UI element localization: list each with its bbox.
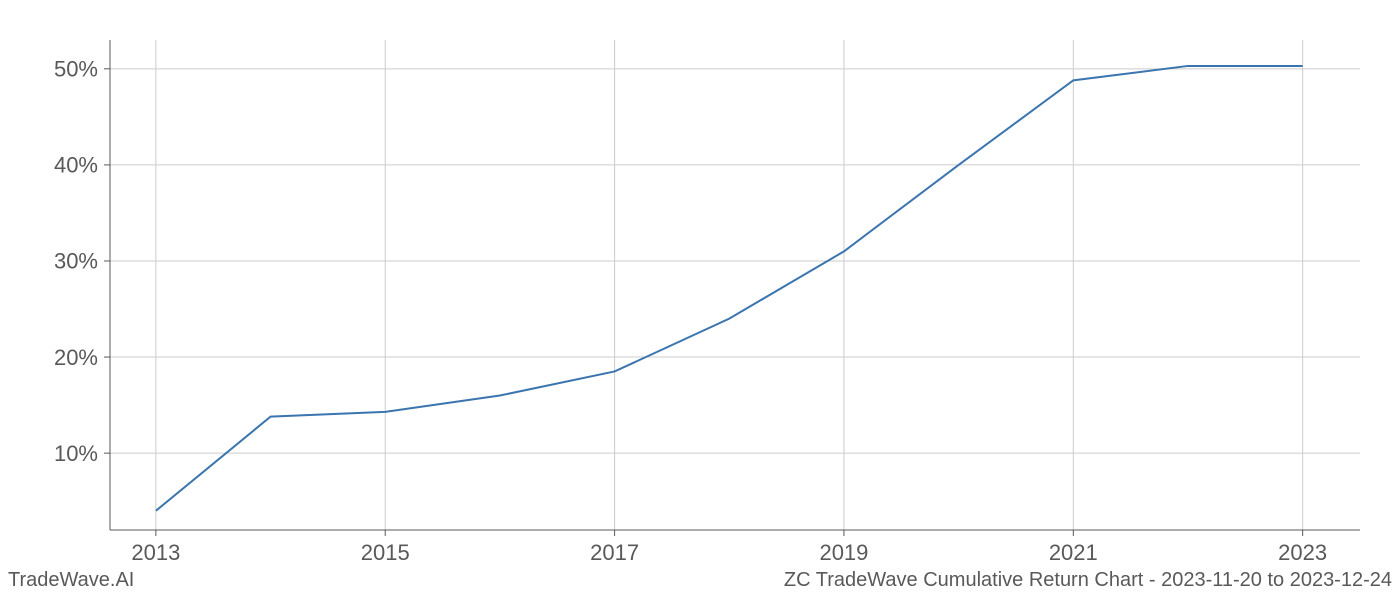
svg-text:50%: 50% [54,57,98,82]
svg-text:2017: 2017 [590,540,639,565]
footer-right-text: ZC TradeWave Cumulative Return Chart - 2… [784,569,1392,592]
svg-text:2019: 2019 [819,540,868,565]
svg-text:40%: 40% [54,153,98,178]
svg-text:20%: 20% [54,345,98,370]
svg-text:2021: 2021 [1049,540,1098,565]
svg-text:2015: 2015 [361,540,410,565]
footer-left-text: TradeWave.AI [8,569,134,592]
svg-text:2023: 2023 [1278,540,1327,565]
svg-text:10%: 10% [54,441,98,466]
line-chart: 2013 2015 2017 2019 2021 2023 10% 20% 30% 40% 50% [0,0,1400,600]
svg-text:2013: 2013 [131,540,180,565]
chart-container: 2013 2015 2017 2019 2021 2023 10% 20% 30% 40% 50% [0,0,1400,600]
svg-text:30%: 30% [54,249,98,274]
